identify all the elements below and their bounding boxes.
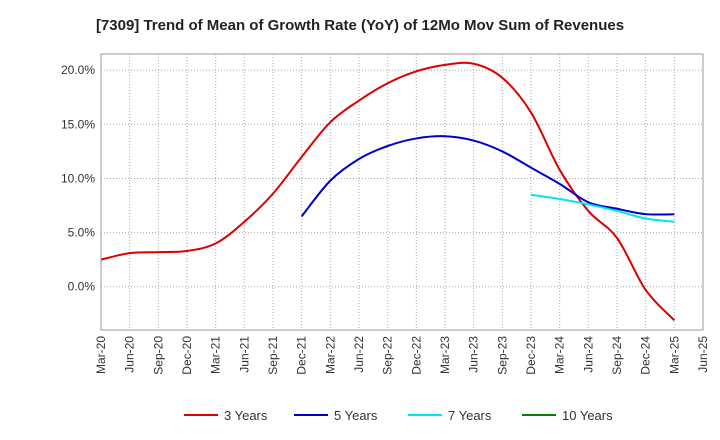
x-tick-label: Sep-24: [610, 336, 624, 375]
chart-title: [7309] Trend of Mean of Growth Rate (YoY…: [96, 17, 624, 34]
x-tick-label: Mar-25: [667, 336, 681, 374]
y-tick-label: 10.0%: [61, 171, 95, 185]
x-tick-label: Sep-21: [266, 336, 280, 375]
x-tick-label: Mar-23: [438, 336, 452, 374]
x-tick-label: Sep-20: [151, 336, 165, 375]
x-tick-label: Jun-24: [581, 336, 595, 373]
x-tick-label: Mar-21: [209, 336, 223, 374]
plot-frame: [100, 53, 704, 331]
x-tick-label: Dec-24: [639, 336, 653, 375]
x-tick-label: Sep-22: [381, 336, 395, 375]
grid-lines: [101, 54, 703, 330]
x-tick-label: Jun-21: [237, 336, 251, 373]
series-lines: [100, 61, 676, 321]
y-axis-ticks: 0.0% 5.0% 10.0% 15.0% 20.0%: [61, 63, 95, 293]
x-tick-label: Jun-23: [467, 336, 481, 373]
legend-label: 10 Years: [562, 408, 613, 423]
series-line-5-years: [300, 135, 675, 217]
y-tick-label: 0.0%: [68, 280, 96, 294]
x-tick-label: Dec-23: [524, 336, 538, 375]
x-tick-label: Mar-20: [94, 336, 108, 374]
series-line-7-years: [530, 193, 675, 223]
y-tick-label: 15.0%: [61, 117, 95, 131]
legend-label: 5 Years: [334, 408, 378, 423]
x-tick-label: Mar-24: [553, 336, 567, 374]
x-tick-label: Jun-20: [123, 336, 137, 373]
y-tick-label: 5.0%: [68, 226, 96, 240]
legend-label: 3 Years: [224, 408, 268, 423]
x-tick-label: Mar-22: [323, 336, 337, 374]
series-line-3-years: [100, 61, 676, 321]
legend: 3 Years 5 Years 7 Years 10 Years: [184, 408, 613, 423]
x-tick-label: Sep-23: [495, 336, 509, 375]
x-tick-label: Dec-20: [180, 336, 194, 375]
x-tick-label: Dec-22: [409, 336, 423, 375]
x-tick-label: Jun-22: [352, 336, 366, 373]
y-tick-label: 20.0%: [61, 63, 95, 77]
x-tick-label: Jun-25: [696, 336, 710, 373]
x-axis-ticks: Mar-20 Jun-20 Sep-20 Dec-20 Mar-21 Jun-21 Sep-…: [94, 336, 710, 375]
x-tick-label: Dec-21: [295, 336, 309, 375]
legend-label: 7 Years: [448, 408, 492, 423]
